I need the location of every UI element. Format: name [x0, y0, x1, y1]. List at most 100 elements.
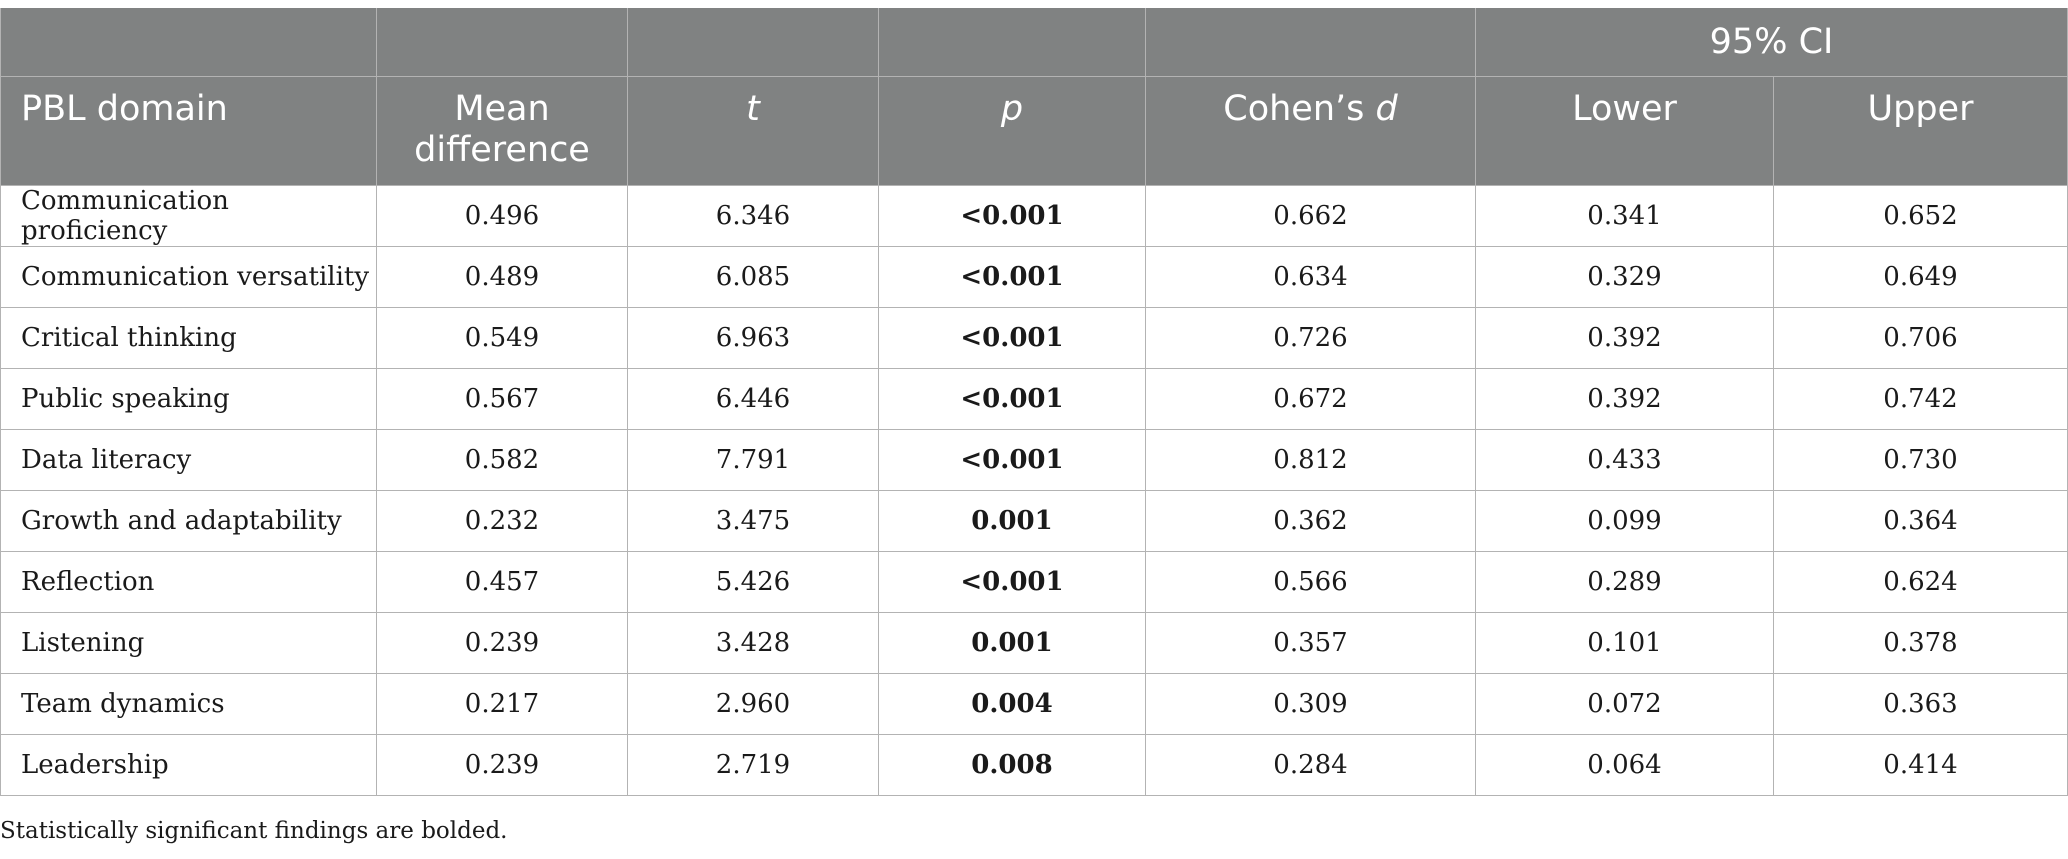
header-lower: Lower: [1475, 76, 1774, 186]
cell-p: 0.001: [878, 490, 1146, 552]
cell-upper: 0.363: [1773, 673, 2068, 735]
cell-p: <0.001: [878, 185, 1146, 247]
header-empty-cell: [376, 8, 628, 77]
cell-mean-difference: 0.239: [376, 612, 628, 674]
cell-upper: 0.624: [1773, 551, 2068, 613]
cell-lower: 0.329: [1475, 246, 1774, 308]
header-empty-cell: [1145, 8, 1476, 77]
table-header: 95% CI PBL domain Mean difference t p Co…: [0, 8, 2068, 186]
header-ci-group: 95% CI: [1475, 8, 2068, 77]
cell-upper: 0.742: [1773, 368, 2068, 430]
cell-p: 0.001: [878, 612, 1146, 674]
cell-domain: Data literacy: [0, 429, 377, 491]
cell-mean-difference: 0.232: [376, 490, 628, 552]
cell-upper: 0.414: [1773, 734, 2068, 796]
cell-cohens-d: 0.357: [1145, 612, 1476, 674]
cell-p: 0.008: [878, 734, 1146, 796]
table-body: Communication proficiency 0.496 6.346 <0…: [0, 185, 2068, 796]
cell-domain: Critical thinking: [0, 307, 377, 369]
cell-mean-difference: 0.489: [376, 246, 628, 308]
cell-t: 6.085: [627, 246, 879, 308]
cell-t: 5.426: [627, 551, 879, 613]
header-row-group: 95% CI: [0, 8, 2068, 77]
header-empty-cell: [627, 8, 879, 77]
header-cohens-var: d: [1375, 89, 1398, 129]
cell-domain: Communication proficiency: [0, 185, 377, 247]
cell-t: 6.963: [627, 307, 879, 369]
results-table-container: 95% CI PBL domain Mean difference t p Co…: [0, 8, 2068, 796]
table-row: Communication versatility 0.489 6.085 <0…: [0, 246, 2068, 308]
cell-domain: Communication versatility: [0, 246, 377, 308]
table-row: Critical thinking 0.549 6.963 <0.001 0.7…: [0, 307, 2068, 369]
cell-lower: 0.072: [1475, 673, 1774, 735]
cell-domain: Leadership: [0, 734, 377, 796]
cell-upper: 0.706: [1773, 307, 2068, 369]
cell-domain: Public speaking: [0, 368, 377, 430]
results-table: 95% CI PBL domain Mean difference t p Co…: [0, 8, 2068, 796]
header-pbl-domain: PBL domain: [0, 76, 377, 186]
cell-t: 2.960: [627, 673, 879, 735]
cell-lower: 0.433: [1475, 429, 1774, 491]
cell-p: 0.004: [878, 673, 1146, 735]
table-row: Team dynamics 0.217 2.960 0.004 0.309 0.…: [0, 673, 2068, 735]
cell-t: 3.428: [627, 612, 879, 674]
cell-lower: 0.341: [1475, 185, 1774, 247]
table-row: Leadership 0.239 2.719 0.008 0.284 0.064…: [0, 734, 2068, 796]
cell-upper: 0.730: [1773, 429, 2068, 491]
cell-t: 3.475: [627, 490, 879, 552]
header-cohens-prefix: Cohen’s: [1223, 89, 1376, 129]
header-cohens-d: Cohen’s d: [1145, 76, 1476, 186]
header-empty-cell: [0, 8, 377, 77]
cell-domain: Team dynamics: [0, 673, 377, 735]
cell-mean-difference: 0.217: [376, 673, 628, 735]
cell-cohens-d: 0.662: [1145, 185, 1476, 247]
cell-cohens-d: 0.812: [1145, 429, 1476, 491]
header-p: p: [878, 76, 1146, 186]
table-row: Data literacy 0.582 7.791 <0.001 0.812 0…: [0, 429, 2068, 491]
table-row: Reflection 0.457 5.426 <0.001 0.566 0.28…: [0, 551, 2068, 613]
cell-t: 6.346: [627, 185, 879, 247]
cell-lower: 0.392: [1475, 307, 1774, 369]
cell-cohens-d: 0.634: [1145, 246, 1476, 308]
cell-p: <0.001: [878, 307, 1146, 369]
cell-upper: 0.652: [1773, 185, 2068, 247]
cell-t: 2.719: [627, 734, 879, 796]
table-row: Communication proficiency 0.496 6.346 <0…: [0, 185, 2068, 247]
cell-lower: 0.392: [1475, 368, 1774, 430]
cell-t: 7.791: [627, 429, 879, 491]
cell-p: <0.001: [878, 368, 1146, 430]
cell-lower: 0.064: [1475, 734, 1774, 796]
header-t: t: [627, 76, 879, 186]
cell-t: 6.446: [627, 368, 879, 430]
cell-cohens-d: 0.726: [1145, 307, 1476, 369]
header-mean-line2: difference: [414, 130, 590, 170]
table-row: Listening 0.239 3.428 0.001 0.357 0.101 …: [0, 612, 2068, 674]
cell-mean-difference: 0.239: [376, 734, 628, 796]
table-row: Growth and adaptability 0.232 3.475 0.00…: [0, 490, 2068, 552]
cell-p: <0.001: [878, 246, 1146, 308]
cell-cohens-d: 0.309: [1145, 673, 1476, 735]
header-row-columns: PBL domain Mean difference t p Cohen’s d…: [0, 76, 2068, 186]
cell-mean-difference: 0.496: [376, 185, 628, 247]
cell-upper: 0.378: [1773, 612, 2068, 674]
cell-p: <0.001: [878, 429, 1146, 491]
cell-mean-difference: 0.582: [376, 429, 628, 491]
cell-lower: 0.099: [1475, 490, 1774, 552]
header-empty-cell: [878, 8, 1146, 77]
cell-domain: Listening: [0, 612, 377, 674]
cell-cohens-d: 0.284: [1145, 734, 1476, 796]
cell-cohens-d: 0.566: [1145, 551, 1476, 613]
table-row: Public speaking 0.567 6.446 <0.001 0.672…: [0, 368, 2068, 430]
header-upper: Upper: [1773, 76, 2068, 186]
cell-mean-difference: 0.549: [376, 307, 628, 369]
cell-lower: 0.101: [1475, 612, 1774, 674]
header-mean-difference: Mean difference: [376, 76, 628, 186]
cell-upper: 0.649: [1773, 246, 2068, 308]
cell-cohens-d: 0.362: [1145, 490, 1476, 552]
cell-cohens-d: 0.672: [1145, 368, 1476, 430]
cell-mean-difference: 0.457: [376, 551, 628, 613]
cell-lower: 0.289: [1475, 551, 1774, 613]
header-mean-line1: Mean: [454, 89, 550, 129]
cell-domain: Reflection: [0, 551, 377, 613]
table-footnote: Statistically significant findings are b…: [0, 818, 508, 844]
